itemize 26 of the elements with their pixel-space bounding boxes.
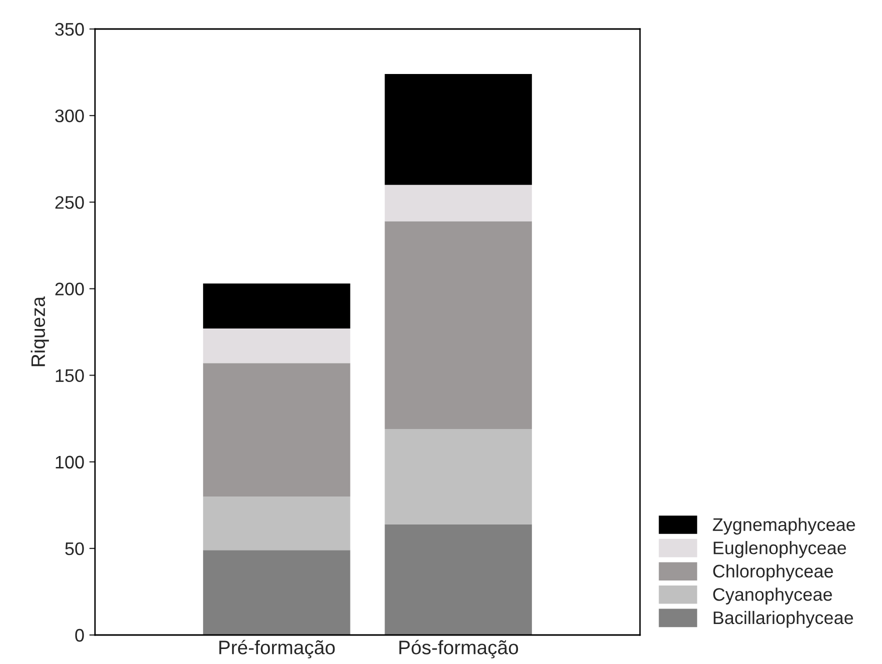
bar bbox=[203, 363, 350, 496]
bar bbox=[203, 284, 350, 329]
legend-label: Chlorophyceae bbox=[713, 564, 833, 582]
bar bbox=[203, 328, 350, 364]
bar bbox=[384, 524, 532, 635]
bar bbox=[384, 74, 532, 185]
x-tick-label: Pré-formação bbox=[219, 640, 335, 658]
y-tick-label: 300 bbox=[55, 110, 84, 122]
y-tick-label: 50 bbox=[65, 542, 84, 556]
bar bbox=[203, 550, 350, 635]
bar bbox=[203, 496, 350, 550]
legend-label: Euglenophyceae bbox=[714, 541, 846, 558]
legend-label: Bacillariophyceae bbox=[714, 610, 854, 628]
bar bbox=[384, 221, 532, 429]
bar bbox=[384, 184, 532, 222]
y-tick-label: 250 bbox=[55, 196, 84, 209]
bar bbox=[384, 428, 532, 524]
y-axis-title: Riqueza bbox=[30, 296, 49, 366]
y-tick-label: 150 bbox=[56, 369, 84, 382]
legend-label: Cyanophyceae bbox=[713, 588, 832, 604]
y-tick-label: 100 bbox=[56, 456, 84, 469]
y-tick-label: 0 bbox=[75, 628, 84, 642]
x-tick-label: Pós-formação bbox=[399, 640, 518, 658]
legend-label: Zygnemaphyceae bbox=[712, 518, 856, 535]
y-tick-label: 350 bbox=[55, 22, 84, 36]
y-tick-label: 200 bbox=[55, 282, 84, 296]
